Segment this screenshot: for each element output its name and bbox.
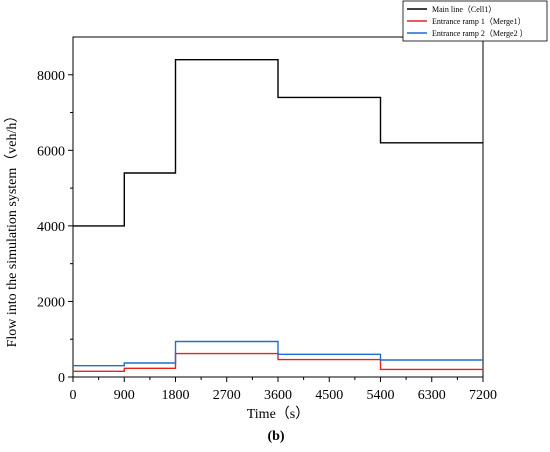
series-line-1 — [73, 59, 483, 227]
y-axis-title: Flow into the simulation system（veh/h） — [4, 109, 20, 348]
legend-label-3: Entrance ramp 2（Merge2 ） — [432, 29, 528, 38]
legend: Main line（Cell1） Entrance ramp 1（Merge1） E… — [402, 0, 548, 42]
x-tick-label: 0 — [70, 388, 77, 403]
series-line-3 — [73, 340, 483, 367]
x-tick-label: 6300 — [418, 388, 446, 403]
x-tick-label: 5400 — [367, 388, 395, 403]
x-tick-label: 4500 — [315, 388, 343, 403]
legend-label-1: Main line（Cell1） — [432, 5, 496, 14]
series-line-2 — [73, 352, 483, 372]
x-tick-label: 7200 — [469, 388, 497, 403]
legend-label-2: Entrance ramp 1（Merge1） — [432, 17, 526, 26]
y-tick-label: 6000 — [37, 144, 65, 159]
y-tick-label: 2000 — [37, 295, 65, 310]
x-axis-title: Time（s） — [247, 406, 310, 422]
y-tick-label: 8000 — [37, 69, 65, 84]
y-tick-label: 0 — [58, 371, 65, 386]
x-tick-label: 900 — [114, 388, 135, 403]
ticks-layer: 0 900 1800 2700 3600 4500 5400 6300 7200 0 2000 400… — [37, 69, 497, 403]
x-tick-label: 3600 — [264, 388, 292, 403]
y-tick-label: 4000 — [37, 220, 65, 235]
series-layer — [73, 59, 483, 372]
figure-caption: (b) — [267, 429, 284, 444]
x-tick-label: 2700 — [213, 388, 241, 403]
x-tick-label: 1800 — [162, 388, 190, 403]
